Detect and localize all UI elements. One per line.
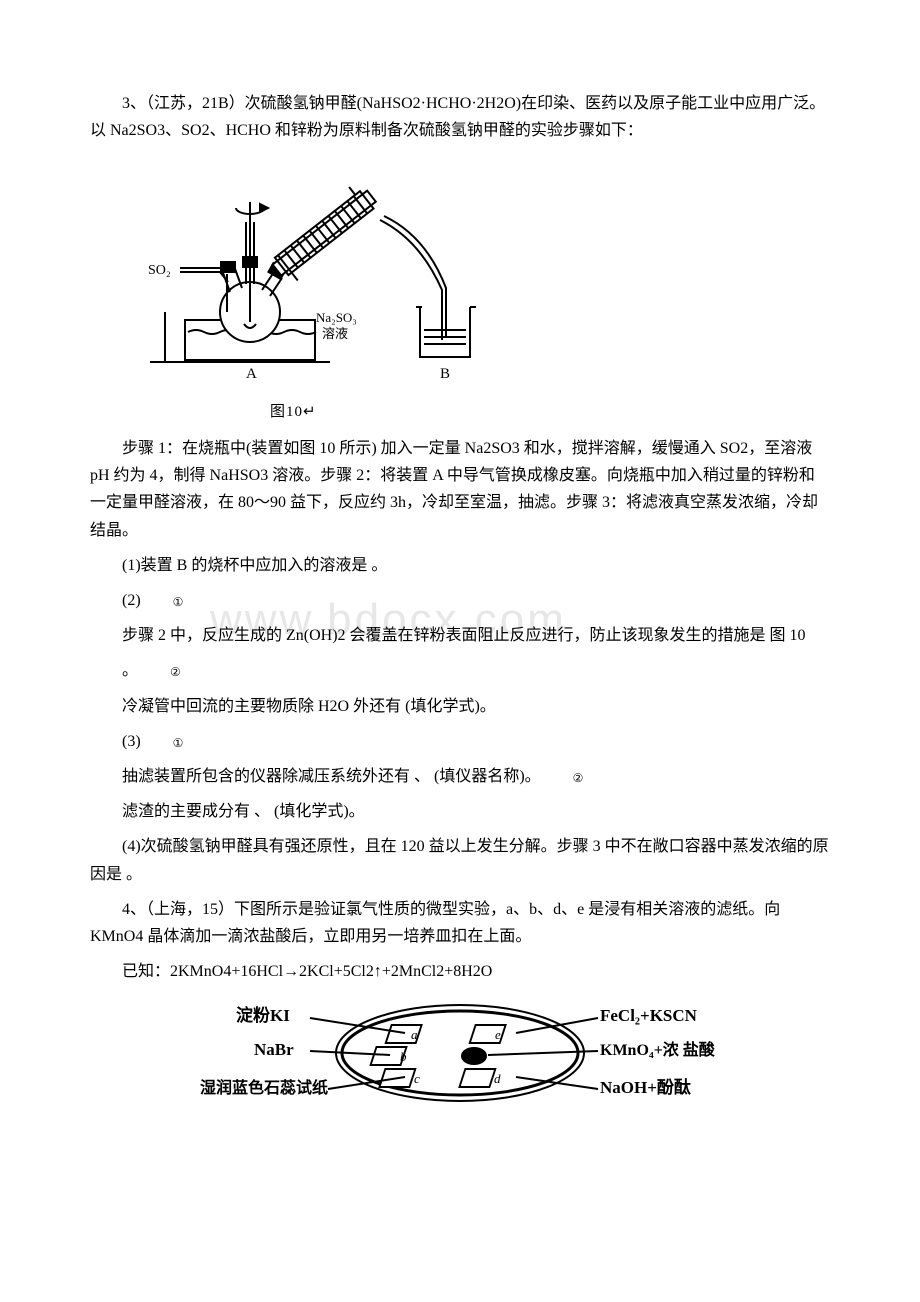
circled-1a: ① <box>141 592 184 612</box>
petri-left3: 湿润蓝色石蕊试纸 <box>200 1078 328 1097</box>
figure-petri-svg: a e b c d 淀粉KI NaBr 湿润蓝色石蕊试纸 FeCl₂+KSCN … <box>200 993 720 1113</box>
petri-right3: NaOH+酚酞 <box>600 1077 691 1097</box>
q3-p2a: (2)① <box>90 587 830 614</box>
petri-a: a <box>411 1027 418 1042</box>
q3-p3a: (3)① <box>90 728 830 755</box>
q3-p3a-text: (3) <box>122 733 141 750</box>
q3-p3b-text: 抽滤装置所包含的仪器除减压系统外还有 、 (填仪器名称)。 <box>122 768 541 785</box>
q3-p3b: 抽滤装置所包含的仪器除减压系统外还有 、 (填仪器名称)。② <box>90 763 830 790</box>
q3-intro: 3、（江苏，21B）次硫酸氢钠甲醛(NaHSO2·HCHO·2H2O)在印染、医… <box>90 90 830 144</box>
petri-c: c <box>414 1071 420 1086</box>
petri-d: d <box>494 1071 501 1086</box>
q3-p2b: 步骤 2 中，反应生成的 Zn(OH)2 会覆盖在锌粉表面阻止反应进行，防止该现… <box>90 622 830 649</box>
circled-2a: ② <box>138 662 181 682</box>
q4-known: 已知：2KMnO4+16HCl→2KCl+5Cl2↑+2MnCl2+8H2O <box>90 958 830 985</box>
q3-p4: (4)次硫酸氢钠甲醛具有强还原性，且在 120 益以上发生分解。步骤 3 中不在… <box>90 833 830 887</box>
figure10-caption: 图10↵ <box>90 400 830 426</box>
petri-right2: KMnO₄+浓 盐酸 <box>600 1040 716 1059</box>
petri-right1: FeCl₂+KSCN <box>600 1006 698 1025</box>
q3-p1: (1)装置 B 的烧杯中应加入的溶液是 。 <box>90 552 830 579</box>
q3-p2c: 。② <box>90 657 830 684</box>
q3-p3c: 滤渣的主要成分有 、 (填化学式)。 <box>90 798 830 825</box>
figure10-svg: SO₂ Na₂SO₃ 溶液 A B <box>130 162 490 382</box>
q4-intro: 4、（上海，15）下图所示是验证氯气性质的微型实验，a、b、d、e 是浸有相关溶… <box>90 896 830 950</box>
q3-steps: 步骤 1：在烧瓶中(装置如图 10 所示) 加入一定量 Na2SO3 和水，搅拌… <box>90 435 830 544</box>
figure-petri-container: a e b c d 淀粉KI NaBr 湿润蓝色石蕊试纸 FeCl₂+KSCN … <box>90 993 830 1122</box>
petri-left1: 淀粉KI <box>236 1005 290 1025</box>
figure10-container: SO₂ Na₂SO₃ 溶液 A B <box>90 162 830 391</box>
label-a: A <box>246 366 257 382</box>
na2so3-label-1: Na₂SO₃ <box>316 310 357 325</box>
petri-b: b <box>400 1049 407 1064</box>
label-b: B <box>440 366 450 382</box>
q3-p2c-text: 。 <box>122 662 138 679</box>
circled-1b: ① <box>141 733 184 753</box>
circled-2b: ② <box>541 768 584 788</box>
petri-e: e <box>495 1027 501 1042</box>
petri-left2: NaBr <box>254 1040 294 1059</box>
q3-p2a-text: (2) <box>122 592 141 609</box>
na2so3-label-2: 溶液 <box>322 326 348 341</box>
q3-p2d: 冷凝管中回流的主要物质除 H2O 外还有 (填化学式)。 <box>90 693 830 720</box>
so2-label: SO₂ <box>148 263 171 278</box>
